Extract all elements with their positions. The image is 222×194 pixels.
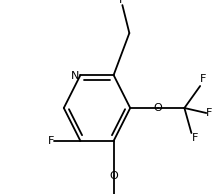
Text: F: F	[200, 74, 206, 84]
Text: F: F	[206, 108, 213, 118]
Text: F: F	[48, 136, 54, 146]
Text: O: O	[109, 171, 118, 181]
Text: N: N	[71, 71, 79, 81]
Text: F: F	[191, 133, 198, 143]
Text: F: F	[119, 0, 126, 5]
Text: O: O	[154, 103, 163, 113]
